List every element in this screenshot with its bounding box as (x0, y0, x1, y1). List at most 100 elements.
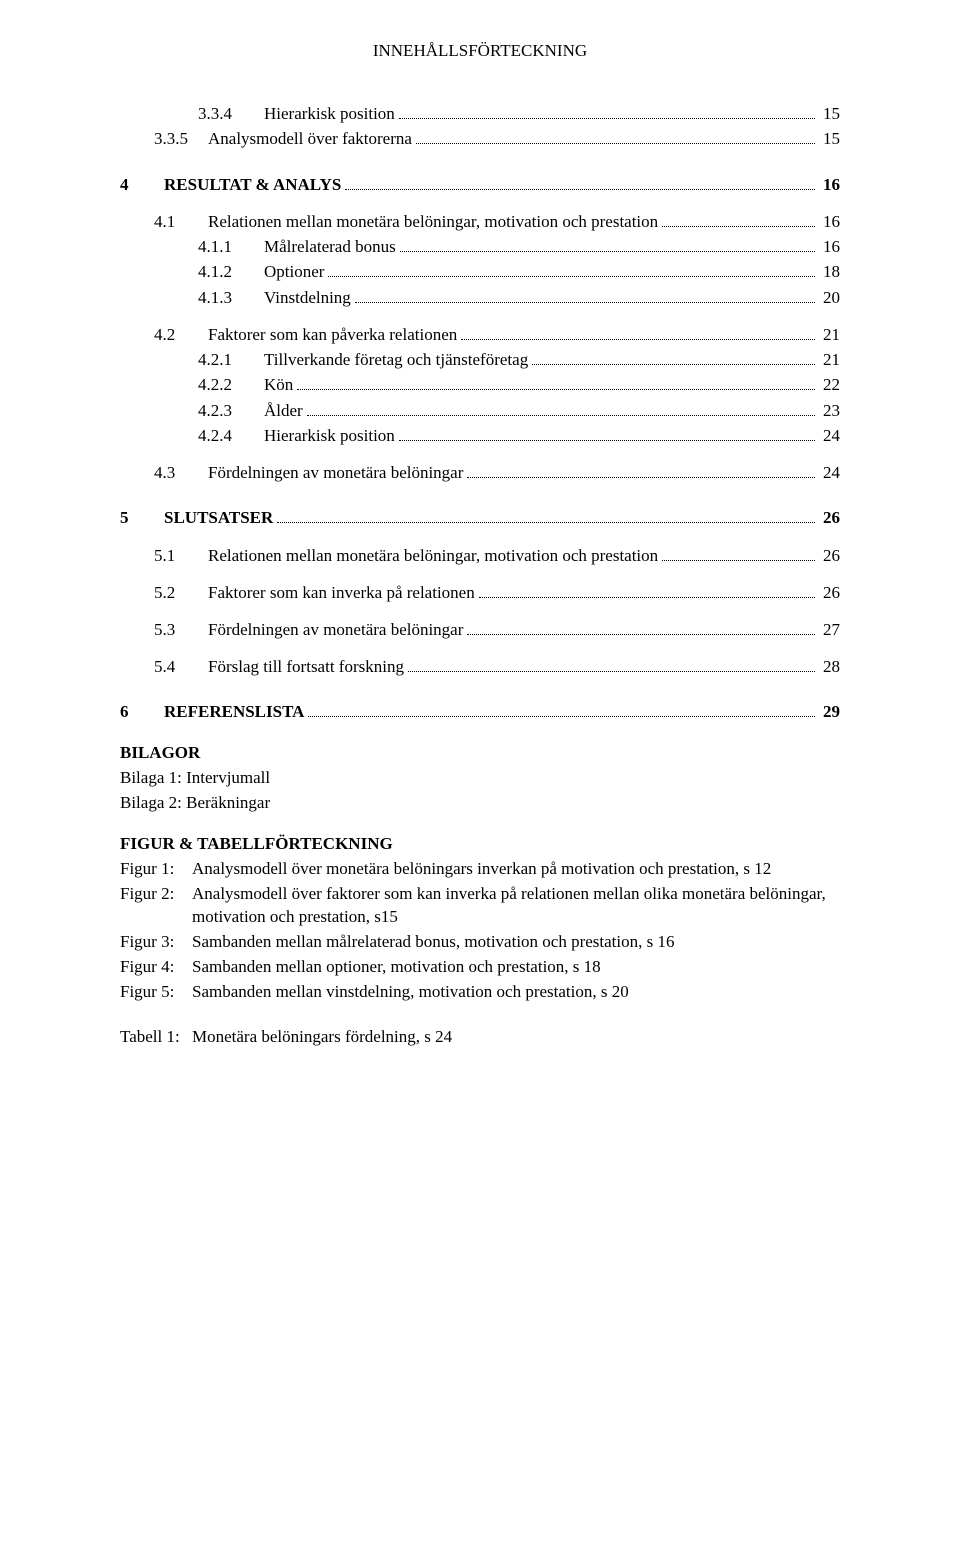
bilagor-heading: BILAGOR (120, 742, 840, 765)
figure-entry-label: Figur 2: (120, 883, 192, 929)
toc-entry-number: 4.2.4 (198, 425, 264, 448)
toc-leader-dots (399, 425, 815, 441)
figure-entry-text: Analysmodell över monetära belöningars i… (192, 858, 840, 881)
toc-entry-label: Relationen mellan monetära belöningar, m… (208, 211, 658, 234)
toc-leader-dots (277, 507, 815, 523)
toc-entry-page: 16 (819, 174, 840, 197)
table-entry: Tabell 1:Monetära belöningars fördelning… (120, 1026, 840, 1049)
figure-entry-text: Sambanden mellan vinstdelning, motivatio… (192, 981, 840, 1004)
toc-leader-dots (400, 236, 815, 252)
toc-entry-number: 4.2 (154, 324, 208, 347)
toc-entry-label: Ålder (264, 400, 303, 423)
toc-entry-page: 27 (819, 619, 840, 642)
toc-leader-dots (467, 462, 815, 478)
figure-entry-text: Sambanden mellan optioner, motivation oc… (192, 956, 840, 979)
toc-entry-number: 4.1.3 (198, 287, 264, 310)
fig-tab-heading: FIGUR & TABELLFÖRTECKNING (120, 833, 840, 856)
toc-leader-dots (479, 581, 815, 597)
toc-entry-number: 4.1.1 (198, 236, 264, 259)
table-entry-text: Monetära belöningars fördelning, s 24 (192, 1026, 840, 1049)
figure-entry-label: Figur 1: (120, 858, 192, 881)
toc-entry-page: 21 (819, 349, 840, 372)
toc-entry-label: Optioner (264, 261, 324, 284)
toc-entry-page: 15 (819, 128, 840, 151)
toc-entry-label: Målrelaterad bonus (264, 236, 396, 259)
toc-entry-label: Förslag till fortsatt forskning (208, 656, 404, 679)
toc-entry-page: 16 (819, 236, 840, 259)
toc-entry-label: Faktorer som kan inverka på relationen (208, 582, 475, 605)
toc-entry: 4.1.1Målrelaterad bonus 16 (120, 236, 840, 259)
toc-entry-label: SLUTSATSER (164, 507, 273, 530)
toc-entry-number: 4.1.2 (198, 261, 264, 284)
toc-entry-label: Hierarkisk position (264, 425, 395, 448)
toc-entry-number: 3.3.4 (198, 103, 264, 126)
toc-entry: 4.2.4Hierarkisk position 24 (120, 425, 840, 448)
toc-entry-page: 16 (819, 211, 840, 234)
toc-entry-page: 23 (819, 400, 840, 423)
toc-entry-number: 4.2.2 (198, 374, 264, 397)
toc-entry: 4.3Fördelningen av monetära belöningar24 (120, 462, 840, 485)
toc-entry-number: 5.4 (154, 656, 208, 679)
toc-leader-dots (307, 399, 815, 415)
toc-entry-label: RESULTAT & ANALYS (164, 174, 341, 197)
toc-leader-dots (662, 544, 815, 560)
figure-entry-label: Figur 5: (120, 981, 192, 1004)
figure-entry: Figur 2:Analysmodell över faktorer som k… (120, 883, 840, 929)
figure-entry: Figur 5:Sambanden mellan vinstdelning, m… (120, 981, 840, 1004)
toc-entry-page: 21 (819, 324, 840, 347)
toc-entry-page: 24 (819, 425, 840, 448)
toc-entry: 6REFERENSLISTA 29 (120, 701, 840, 724)
toc-leader-dots (355, 286, 815, 302)
toc-entry-page: 28 (819, 656, 840, 679)
toc-entry: 4.2Faktorer som kan påverka relationen 21 (120, 324, 840, 347)
figure-entry: Figur 1:Analysmodell över monetära belön… (120, 858, 840, 881)
toc-entry-number: 6 (120, 701, 164, 724)
toc-entry: 5.4Förslag till fortsatt forskning 28 (120, 656, 840, 679)
figure-entry-label: Figur 3: (120, 931, 192, 954)
toc-entry-number: 4 (120, 174, 164, 197)
toc-entry: 4.2.2Kön 22 (120, 374, 840, 397)
toc-entry: 4RESULTAT & ANALYS 16 (120, 173, 840, 196)
toc-entry: 4.1.3Vinstdelning 20 (120, 286, 840, 309)
toc-entry-label: Fördelningen av monetära belöningar (208, 619, 463, 642)
toc-entry-page: 29 (819, 701, 840, 724)
toc-leader-dots (345, 173, 815, 189)
toc-entry-label: REFERENSLISTA (164, 701, 304, 724)
toc-entry-page: 26 (819, 507, 840, 530)
toc-leader-dots (662, 211, 815, 227)
toc-entry-number: 5.3 (154, 619, 208, 642)
toc-entry-number: 4.1 (154, 211, 208, 234)
toc-entry-page: 15 (819, 103, 840, 126)
toc-entry: 4.2.1Tillverkande företag och tjänsteför… (120, 349, 840, 372)
toc-entry-page: 24 (819, 462, 840, 485)
toc-entry-number: 4.2.1 (198, 349, 264, 372)
toc-entry-label: Faktorer som kan påverka relationen (208, 324, 457, 347)
bilaga-item: Bilaga 2: Beräkningar (120, 792, 840, 815)
toc-leader-dots (408, 656, 815, 672)
toc-entry-label: Vinstdelning (264, 287, 351, 310)
toc-entry-number: 5.1 (154, 545, 208, 568)
toc-leader-dots (328, 261, 815, 277)
toc-entry-page: 20 (819, 287, 840, 310)
toc-leader-dots (297, 374, 815, 390)
toc-entry-label: Kön (264, 374, 293, 397)
toc-entry-page: 18 (819, 261, 840, 284)
toc-leader-dots (467, 619, 815, 635)
toc-entry-number: 5 (120, 507, 164, 530)
toc-entry: 4.1.2Optioner 18 (120, 261, 840, 284)
bilaga-item: Bilaga 1: Intervjumall (120, 767, 840, 790)
toc-leader-dots (399, 103, 815, 119)
toc-entry: 5SLUTSATSER 26 (120, 507, 840, 530)
toc-entry: 5.3Fördelningen av monetära belöningar 27 (120, 619, 840, 642)
toc-entry: 5.1Relationen mellan monetära belöningar… (120, 544, 840, 567)
toc-entry-number: 5.2 (154, 582, 208, 605)
toc-entry: 5.2Faktorer som kan inverka på relatione… (120, 581, 840, 604)
toc-entry: 4.1Relationen mellan monetära belöningar… (120, 211, 840, 234)
toc-entry-label: Fördelningen av monetära belöningar (208, 462, 463, 485)
toc-entry: 3.3.5Analysmodell över faktorerna15 (120, 128, 840, 151)
toc-entry-number: 3.3.5 (154, 128, 208, 151)
toc-entry-page: 22 (819, 374, 840, 397)
toc-entry-label: Relationen mellan monetära belöningar, m… (208, 545, 658, 568)
figure-entry: Figur 3:Sambanden mellan målrelaterad bo… (120, 931, 840, 954)
toc-entry-label: Tillverkande företag och tjänsteföretag (264, 349, 528, 372)
